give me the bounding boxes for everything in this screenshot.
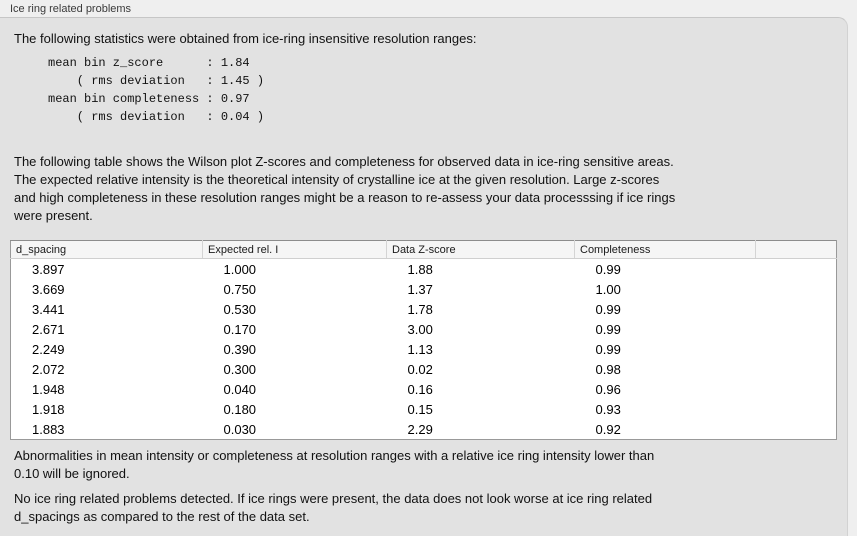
table-row[interactable]: 2.671 0.170 3.00 0.99 [11, 319, 837, 339]
table-cell: 2.29 [407, 421, 433, 437]
table-cell: 1.78 [407, 301, 433, 317]
table-cell: 0.16 [407, 381, 433, 397]
table-cell: 3.441 [32, 301, 65, 317]
table-cell [756, 399, 837, 419]
table-cell: 0.02 [407, 361, 433, 377]
table-row[interactable]: 1.918 0.180 0.15 0.93 [11, 399, 837, 419]
table-row[interactable]: 3.441 0.530 1.78 0.99 [11, 299, 837, 319]
table-cell: 0.92 [595, 421, 621, 437]
table-body: 3.897 1.000 1.88 0.99 3.669 0.750 1.37 1.00 3.44… [11, 259, 837, 440]
table-cell [756, 339, 837, 359]
table-cell: 0.390 [223, 341, 257, 357]
table-cell: 0.300 [223, 361, 257, 377]
table-cell: 0.530 [223, 301, 257, 317]
table-cell: 1.883 [32, 421, 65, 437]
table-cell: 0.15 [407, 401, 433, 417]
table-cell: 0.750 [223, 281, 257, 297]
table-cell [756, 279, 837, 299]
column-header[interactable]: Completeness [574, 240, 756, 259]
table-cell: 3.669 [32, 281, 65, 297]
table-cell: 3.897 [32, 261, 65, 277]
table-cell: 2.072 [32, 361, 65, 377]
table-cell: 0.98 [595, 361, 621, 377]
table-cell: 0.99 [595, 301, 621, 317]
table-cell: 3.00 [407, 321, 433, 337]
table-cell: 0.96 [595, 381, 621, 397]
table-cell [756, 359, 837, 379]
table-description: The following table shows the Wilson plo… [14, 154, 676, 223]
section-title: Ice ring related problems [10, 3, 132, 15]
table-cell: 1.13 [407, 341, 433, 357]
table-cell [756, 379, 837, 399]
column-header[interactable] [755, 240, 837, 259]
table-cell: 0.180 [223, 401, 257, 417]
table-cell: 1.948 [32, 381, 65, 397]
table-cell: 2.249 [32, 341, 65, 357]
table-cell: 0.93 [595, 401, 621, 417]
table-cell: 1.00 [595, 281, 621, 297]
table-cell [756, 319, 837, 339]
table-cell: 1.88 [407, 261, 433, 277]
table-row[interactable]: 2.249 0.390 1.13 0.99 [11, 339, 837, 359]
column-header[interactable]: Expected rel. I [202, 240, 387, 259]
ice-ring-table: d_spacing Expected rel. I Data Z-score Comp… [10, 240, 837, 440]
table-row[interactable]: 3.897 1.000 1.88 0.99 [11, 259, 837, 280]
table-cell: 0.99 [595, 341, 621, 357]
intro-text: The following statistics were obtained f… [14, 31, 477, 46]
table-cell: 0.99 [595, 321, 621, 337]
table-cell: 0.170 [223, 321, 257, 337]
table-row[interactable]: 1.948 0.040 0.16 0.96 [11, 379, 837, 399]
column-header[interactable]: d_spacing [10, 240, 203, 259]
table-cell: 0.040 [223, 381, 257, 397]
table-cell: 0.99 [595, 261, 621, 277]
table-cell: 0.030 [223, 421, 257, 437]
scrollbar-track[interactable] [848, 17, 857, 536]
conclusion-text: No ice ring related problems detected. I… [14, 491, 653, 524]
table-cell [756, 419, 837, 440]
table-row[interactable]: 2.072 0.300 0.02 0.98 [11, 359, 837, 379]
table-cell: 1.918 [32, 401, 65, 417]
table-header-row: d_spacing Expected rel. I Data Z-score Comp… [10, 240, 837, 259]
stats-block: mean bin z_score : 1.84 ( rms deviation … [48, 56, 265, 124]
table-cell [756, 259, 837, 280]
table-row[interactable]: 1.883 0.030 2.29 0.92 [11, 419, 837, 440]
table-cell: 2.671 [32, 321, 65, 337]
table-row[interactable]: 3.669 0.750 1.37 1.00 [11, 279, 837, 299]
column-header[interactable]: Data Z-score [386, 240, 575, 259]
table-cell [756, 299, 837, 319]
note-text: Abnormalities in mean intensity or compl… [14, 448, 655, 481]
table-cell: 1.000 [223, 261, 257, 277]
table-cell: 1.37 [407, 281, 433, 297]
